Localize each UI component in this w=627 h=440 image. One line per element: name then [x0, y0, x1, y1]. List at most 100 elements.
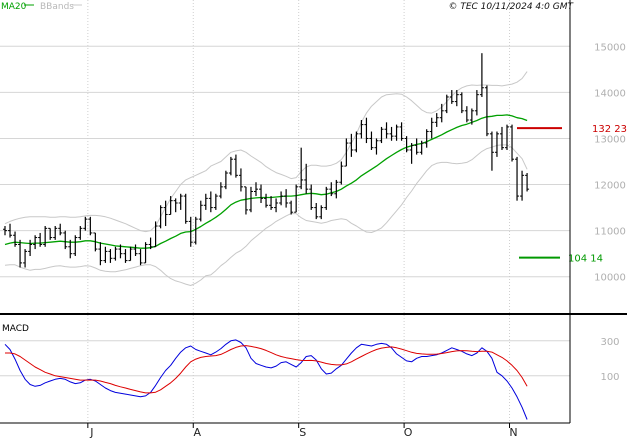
ohlc-bar — [515, 156, 520, 201]
ohlc-bar — [284, 189, 289, 208]
macd-y-tick-label: 100 — [600, 372, 619, 383]
ohlc-bar — [143, 242, 148, 264]
ohlc-bar — [63, 230, 68, 250]
price-y-tick-label: 13000 — [594, 134, 626, 145]
ohlc-bar — [88, 216, 93, 236]
ohlc-bar — [193, 216, 198, 245]
x-month-label: J — [89, 426, 93, 439]
ohlc-bar — [18, 239, 23, 268]
ohlc-bar — [364, 117, 369, 144]
ohlc-bar — [133, 244, 138, 256]
ohlc-bar — [299, 147, 304, 190]
ohlc-bar — [289, 200, 294, 215]
ohlc-bar — [349, 133, 354, 157]
price-annotations: 132 23 104 14 — [517, 124, 627, 265]
bbands-upper-line — [4, 71, 528, 233]
ohlc-bar — [374, 138, 379, 155]
ohlc-bar — [208, 191, 213, 213]
ohlc-bar — [98, 242, 103, 266]
ohlc-bar — [163, 200, 168, 227]
ohlc-bar — [38, 232, 43, 247]
price-y-tick-label: 15000 — [594, 42, 626, 53]
axis-labels: 10000 11000 12000 13000 14000 15000 100 300 J A S O… — [89, 42, 626, 439]
ohlc-bar — [93, 232, 98, 252]
x-month-label: O — [404, 426, 413, 439]
ohlc-bar — [108, 249, 113, 263]
ohlc-bar — [228, 156, 233, 176]
ohlc-bar — [3, 226, 7, 236]
ohlc-bar — [33, 235, 38, 250]
ohlc-bar — [525, 173, 530, 192]
ohlc-bar — [359, 120, 364, 139]
ohlc-bar — [233, 154, 238, 178]
ohlc-bar — [520, 170, 525, 201]
ohlc-bar — [409, 143, 414, 164]
copyright-timestamp: © TEC 10/11/2024 4:0 GMT — [448, 2, 574, 12]
ohlc-bar — [218, 182, 223, 199]
ohlc-bar — [274, 198, 279, 213]
ohlc-bar — [254, 182, 258, 197]
ohlc-bar — [324, 186, 329, 210]
ohlc-bar — [8, 223, 13, 238]
ohlc-bar — [309, 184, 314, 210]
ohlc-bar — [494, 131, 499, 157]
signal-line — [5, 345, 528, 394]
ohlc-bar — [58, 223, 63, 236]
ohlc-bar — [505, 124, 509, 150]
ohlc-bar — [469, 108, 474, 125]
x-month-label: S — [299, 426, 306, 439]
ohlc-bar — [23, 249, 28, 268]
ohlc-bar — [414, 138, 419, 155]
ohlc-bar — [168, 196, 173, 216]
ohlc-bar — [43, 226, 48, 247]
ohlc-bar — [294, 184, 299, 213]
x-month-label: N — [509, 426, 517, 439]
ohlc-bar — [213, 193, 218, 210]
ohlc-bar — [369, 131, 374, 150]
ohlc-bar — [153, 221, 158, 248]
ohlc-bar — [344, 138, 349, 167]
ohlc-bar — [188, 216, 193, 247]
price-y-tick-label: 10000 — [594, 273, 626, 284]
ohlc-bar — [103, 246, 108, 263]
ohlc-bar — [479, 53, 484, 97]
ohlc-bar — [68, 239, 73, 259]
ohlc-bar — [444, 94, 449, 114]
ohlc-bar — [28, 239, 33, 256]
ohlc-bar — [429, 117, 434, 139]
legend-bbands: BBands — [40, 2, 74, 12]
ohlc-bar — [203, 193, 208, 210]
ohlc-bar — [314, 202, 319, 220]
bbands-series — [4, 71, 528, 286]
support-level-label: 104 14 — [568, 254, 603, 265]
ohlc-bar — [389, 126, 394, 141]
ohlc-bar — [304, 163, 309, 194]
legend-ma20: MA20 — [1, 2, 27, 12]
ohlc-bar — [223, 170, 228, 190]
ohlc-bar — [464, 106, 469, 123]
ohlc-bar — [13, 231, 18, 247]
bbands-lower-line — [4, 144, 528, 286]
ohlc-bar — [319, 205, 324, 220]
ohlc-bar — [173, 198, 178, 213]
ohlc-bar — [334, 179, 339, 199]
macd-panel-series — [4, 339, 528, 420]
ohlc-bar — [339, 161, 344, 185]
ohlc-bar — [128, 246, 133, 262]
ohlc-bar — [48, 227, 53, 240]
ohlc-bar — [329, 182, 334, 197]
panel-frames — [0, 0, 627, 424]
ohlc-bar — [138, 249, 143, 266]
ohlc-bar — [484, 85, 489, 137]
ohlc-bar — [178, 193, 183, 210]
price-y-tick-label: 11000 — [594, 227, 626, 238]
ohlc-bar — [123, 249, 128, 263]
price-y-tick-label: 12000 — [594, 181, 626, 192]
ohlc-bar — [78, 226, 83, 240]
ohlc-bar — [354, 131, 359, 153]
ohlc-bar — [459, 92, 464, 114]
resistance-level-label: 132 23 — [592, 124, 627, 135]
ohlc-bar — [449, 90, 454, 104]
